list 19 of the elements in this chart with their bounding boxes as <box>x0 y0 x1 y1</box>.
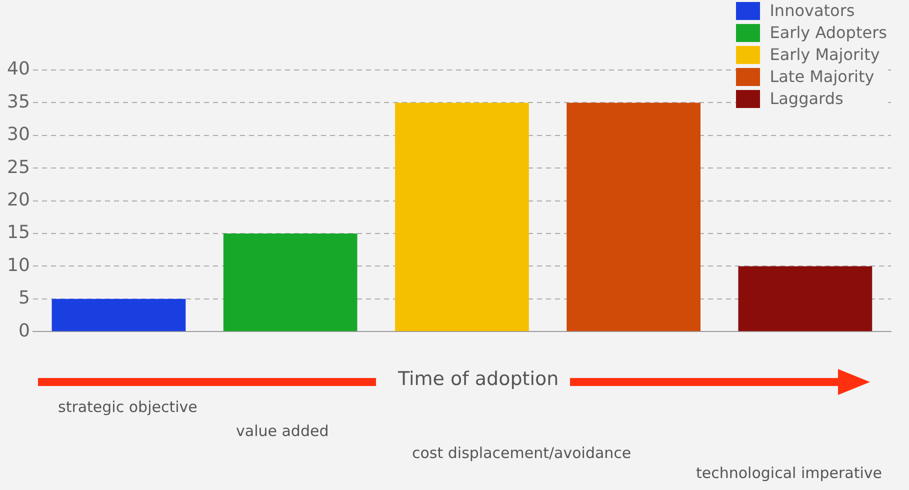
legend-label: Early Adopters <box>770 22 887 44</box>
y-tick-label: 25 <box>7 156 30 178</box>
y-tick-label: 35 <box>7 91 30 112</box>
y-tick-label: 5 <box>18 288 30 309</box>
legend-label: Innovators <box>770 0 855 22</box>
y-tick-label: 0 <box>18 320 30 342</box>
y-tick-label: 15 <box>7 222 30 244</box>
text: value added <box>236 422 329 440</box>
y-tick-label: 30 <box>7 124 30 146</box>
y-tick-label: 10 <box>7 254 30 276</box>
legend-label: Early Majority <box>770 44 880 66</box>
y-tick-label: 20 <box>7 189 30 210</box>
text: cost displacement/avoidance <box>412 444 632 462</box>
text: technological imperative <box>696 464 882 482</box>
x-axis-title: Time of adoption <box>398 368 559 390</box>
text: strategic objective <box>58 398 198 416</box>
legend-label: Late Majority <box>770 66 874 88</box>
y-tick-label: 40 <box>7 58 30 80</box>
legend-label: Laggards <box>770 88 844 110</box>
